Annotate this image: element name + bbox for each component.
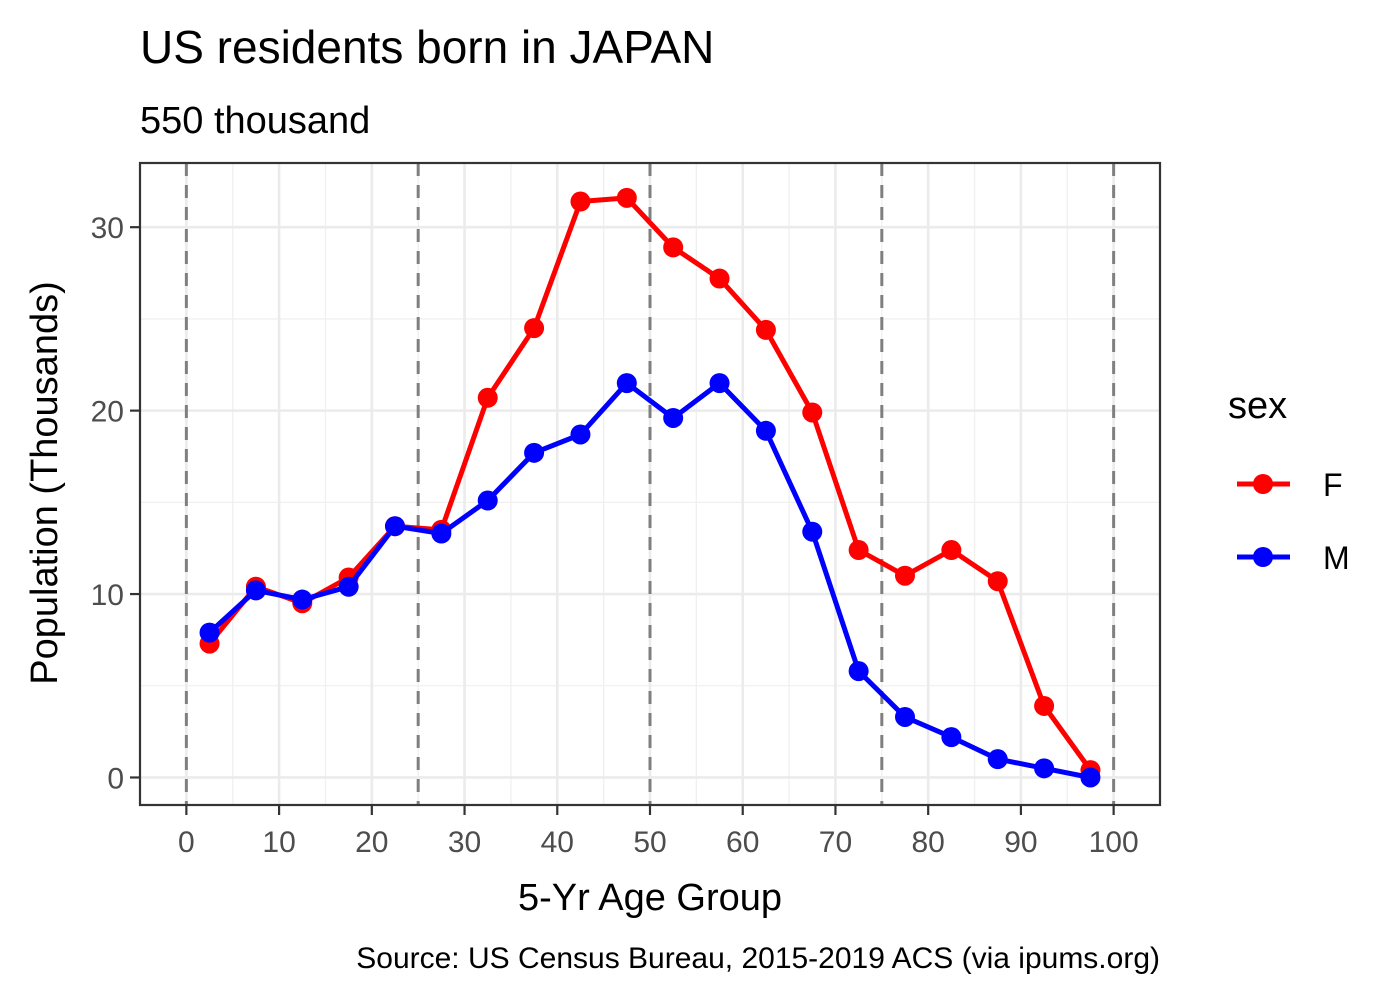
data-point-f bbox=[524, 318, 545, 339]
x-tick-label: 80 bbox=[911, 826, 944, 859]
x-tick-label: 50 bbox=[633, 826, 666, 859]
chart-subtitle: 550 thousand bbox=[140, 100, 370, 142]
chart-title: US residents born in JAPAN bbox=[140, 21, 714, 73]
data-point-m bbox=[524, 442, 545, 463]
legend-label: M bbox=[1323, 540, 1350, 576]
data-point-m bbox=[663, 407, 684, 428]
data-point-f bbox=[570, 191, 591, 212]
x-tick-label: 100 bbox=[1089, 826, 1139, 859]
legend-key-marker bbox=[1253, 547, 1273, 567]
axis-ticks: 0 10 20 30 40 50 60 70 80 90 100 0 10 20 30 bbox=[91, 212, 1139, 859]
data-point-m bbox=[385, 516, 405, 537]
series-layer bbox=[199, 187, 1101, 788]
legend-key-marker bbox=[1253, 474, 1273, 494]
data-point-f bbox=[709, 268, 730, 289]
data-point-m bbox=[941, 727, 962, 748]
data-point-f bbox=[848, 540, 869, 561]
x-tick-label: 0 bbox=[178, 826, 195, 859]
data-point-m bbox=[338, 576, 359, 597]
data-point-m bbox=[755, 420, 776, 441]
data-point-m bbox=[245, 580, 266, 601]
x-tick-label: 40 bbox=[541, 826, 574, 859]
y-tick-label: 0 bbox=[107, 762, 124, 795]
data-point-m bbox=[616, 373, 637, 394]
x-tick-label: 60 bbox=[726, 826, 759, 859]
y-axis-label: Population (Thousands) bbox=[24, 281, 66, 684]
data-point-f bbox=[477, 387, 498, 408]
data-point-f bbox=[1034, 695, 1055, 716]
data-point-m bbox=[1080, 767, 1101, 788]
y-tick-label: 30 bbox=[91, 212, 124, 245]
data-point-m bbox=[292, 589, 313, 610]
x-tick-label: 30 bbox=[448, 826, 481, 859]
x-tick-label: 70 bbox=[819, 826, 852, 859]
legend-item-m: M bbox=[1237, 540, 1350, 576]
plot-area bbox=[138, 161, 1162, 807]
legend: sex F M bbox=[1228, 385, 1350, 576]
data-point-f bbox=[802, 402, 823, 423]
data-point-f bbox=[755, 319, 776, 340]
x-tick-label: 20 bbox=[355, 826, 388, 859]
data-point-m bbox=[895, 706, 915, 727]
x-tick-label: 10 bbox=[262, 826, 295, 859]
data-point-f bbox=[941, 540, 962, 561]
data-point-m bbox=[477, 490, 498, 511]
data-point-m bbox=[1034, 758, 1055, 779]
data-point-m bbox=[987, 749, 1008, 770]
y-tick-label: 10 bbox=[91, 579, 124, 612]
series-m bbox=[199, 373, 1101, 788]
legend-item-f: F bbox=[1237, 467, 1343, 503]
data-point-m bbox=[570, 424, 591, 445]
data-point-f bbox=[663, 237, 684, 258]
x-tick-label: 90 bbox=[1004, 826, 1037, 859]
data-point-f bbox=[895, 565, 915, 586]
data-point-f bbox=[616, 187, 637, 208]
y-tick-label: 20 bbox=[91, 396, 124, 429]
chart-caption: Source: US Census Bureau, 2015-2019 ACS … bbox=[356, 942, 1160, 975]
data-point-m bbox=[199, 622, 220, 643]
data-point-m bbox=[802, 521, 823, 542]
x-axis-label: 5-Yr Age Group bbox=[518, 877, 782, 919]
data-point-m bbox=[848, 661, 869, 682]
data-point-f bbox=[987, 571, 1008, 592]
legend-title: sex bbox=[1228, 385, 1287, 427]
legend-label: F bbox=[1323, 467, 1343, 503]
data-point-m bbox=[431, 523, 452, 544]
data-point-m bbox=[709, 373, 730, 394]
